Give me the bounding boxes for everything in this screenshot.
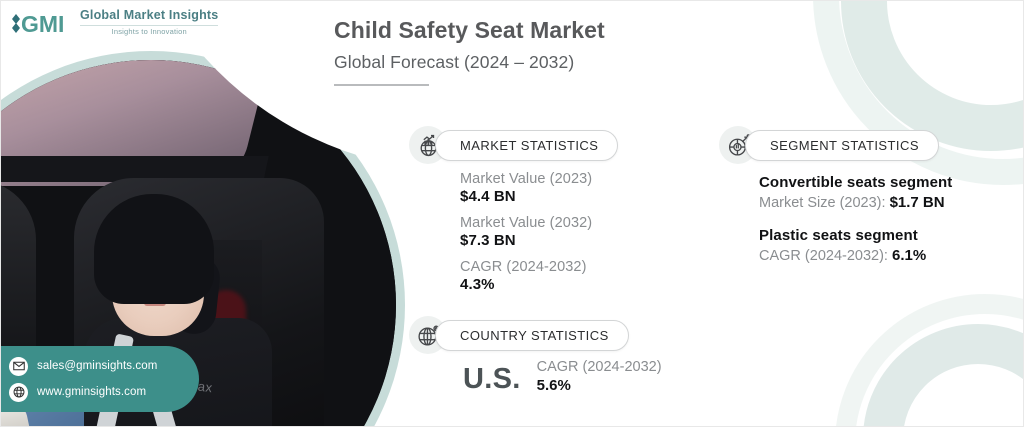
globe-icon <box>9 382 28 402</box>
segment-metric-value: $1.7 BN <box>889 194 945 211</box>
contact-pill: sales@gminsights.com www.gminsights.com <box>1 346 199 412</box>
segment-metric: Market Size (2023): $1.7 BN <box>759 194 952 211</box>
page-title: Child Safety Seat Market <box>334 17 605 43</box>
country-statistics-header[interactable]: COUNTRY STATISTICS <box>409 316 629 354</box>
stat-item: Market Value (2032) $7.3 BN <box>460 215 592 249</box>
country-stat-value: 5.6% <box>536 377 571 394</box>
country-stat-label: CAGR (2024-2032) <box>536 359 662 375</box>
child-hat <box>94 194 214 304</box>
segment-title: Convertible seats segment <box>759 174 953 191</box>
segment-statistics-label: SEGMENT STATISTICS <box>745 129 939 161</box>
decorative-ring-bottom-right-outer <box>835 294 1023 426</box>
stat-label: Market Value (2032) <box>460 215 593 231</box>
segment-metric: CAGR (2024-2032): 6.1% <box>759 247 952 264</box>
country-name: U.S. <box>463 363 521 395</box>
segment-metric-label: CAGR (2024-2032): <box>759 248 892 264</box>
stat-value: $7.3 BN <box>460 232 516 249</box>
segment-metric-label: Market Size (2023): <box>759 195 890 211</box>
contact-email: sales@gminsights.com <box>37 360 158 372</box>
segment-statistics-header[interactable]: SEGMENT STATISTICS <box>719 126 939 164</box>
page-subtitle: Global Forecast (2024 – 2032) <box>334 52 575 72</box>
header: Child Safety Seat Market Global Forecast… <box>334 17 605 86</box>
decorative-ring-bottom-right-inner <box>863 324 1023 426</box>
segment-statistics-list: Convertible seats segment Market Size (2… <box>759 174 952 264</box>
country-statistics-label: COUNTRY STATISTICS <box>435 319 629 351</box>
segment-item: Plastic seats segment CAGR (2024-2032): … <box>759 227 952 264</box>
stat-label: CAGR (2024-2032) <box>460 259 587 275</box>
contact-website: www.gminsights.com <box>37 386 147 398</box>
segment-metric-value: 6.1% <box>891 247 927 264</box>
market-statistics-list: Market Value (2023) $4.4 BN Market Value… <box>460 171 592 293</box>
contact-website-row[interactable]: www.gminsights.com <box>9 382 189 402</box>
stat-label: Market Value (2023) <box>460 171 593 187</box>
stat-item: Market Value (2023) $4.4 BN <box>460 171 592 205</box>
market-statistics-label: MARKET STATISTICS <box>435 129 619 161</box>
segment-item: Convertible seats segment Market Size (2… <box>759 174 952 211</box>
brand-logo-tagline: Insights to Innovation <box>80 25 219 36</box>
gmi-logo-mark-icon: GMI <box>11 10 73 36</box>
svg-text:GMI: GMI <box>21 11 64 36</box>
country-statistics-row: U.S. CAGR (2024-2032) 5.6% <box>463 359 662 394</box>
country-stat: CAGR (2024-2032) 5.6% <box>537 359 662 394</box>
brand-logo[interactable]: GMI Global Market Insights Insights to I… <box>11 8 219 36</box>
stat-item: CAGR (2024-2032) 4.3% <box>460 259 592 293</box>
segment-title: Plastic seats segment <box>759 227 918 244</box>
brand-logo-name: Global Market Insights <box>80 8 219 22</box>
title-divider <box>334 84 429 86</box>
stat-value: $4.4 BN <box>460 188 516 205</box>
market-statistics-header[interactable]: MARKET STATISTICS <box>409 126 619 164</box>
stat-value: 4.3% <box>460 276 495 293</box>
envelope-icon <box>9 356 28 376</box>
contact-email-row[interactable]: sales@gminsights.com <box>9 356 189 376</box>
